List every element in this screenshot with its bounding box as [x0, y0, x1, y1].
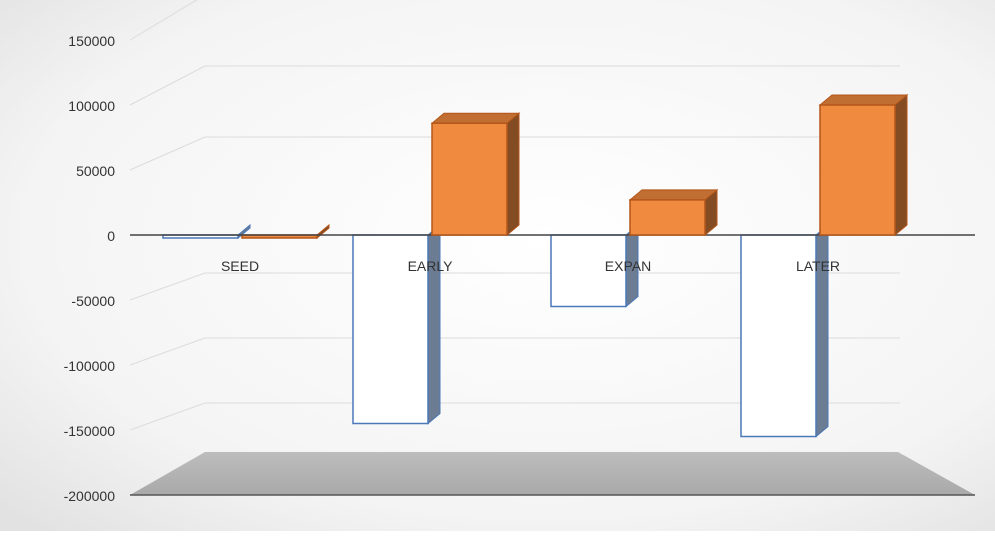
gridline-connector — [129, 402, 206, 431]
x-category-label: EARLY — [408, 258, 454, 274]
gridline-connector — [129, 136, 206, 171]
y-tick-label: -50000 — [71, 293, 115, 309]
bar-front-face — [431, 122, 508, 236]
bar-front-face — [550, 234, 627, 308]
chart-floor — [130, 452, 975, 495]
x-category-label: LATER — [796, 258, 840, 274]
bar-front-face — [629, 199, 706, 236]
bar-side-face — [815, 223, 829, 438]
bar-s1-later — [740, 223, 829, 438]
y-tick-label: -150000 — [64, 423, 116, 439]
gridline-connector — [129, 337, 206, 366]
bar-top-face — [818, 94, 909, 106]
bar-side-face — [506, 112, 520, 237]
bar-s1-early — [352, 223, 441, 425]
bar-side-face — [427, 223, 441, 425]
x-category-label: EXPAN — [605, 258, 651, 274]
gridline-connector — [129, 272, 206, 301]
bar-s2-early — [430, 112, 521, 237]
bar-s1-expan — [550, 223, 639, 308]
bar-s2-expan — [628, 188, 719, 237]
bar-s2-later — [818, 93, 909, 237]
y-tick-label: 50000 — [76, 163, 115, 179]
y-tick-label: -100000 — [64, 358, 116, 374]
bar-front-face — [352, 234, 429, 425]
bar-top-face — [628, 189, 719, 201]
x-category-label: SEED — [221, 258, 259, 274]
bar-side-face — [894, 93, 908, 237]
y-tick-label: 100000 — [68, 98, 115, 114]
y-tick-label: 0 — [107, 228, 115, 244]
y-tick-label: -200000 — [64, 488, 116, 504]
gridline-connector — [129, 0, 198, 41]
bar-top-face — [430, 112, 521, 124]
gridline-connector — [129, 65, 206, 106]
y-tick-label: 150000 — [68, 33, 115, 49]
bar-front-face — [819, 104, 896, 236]
